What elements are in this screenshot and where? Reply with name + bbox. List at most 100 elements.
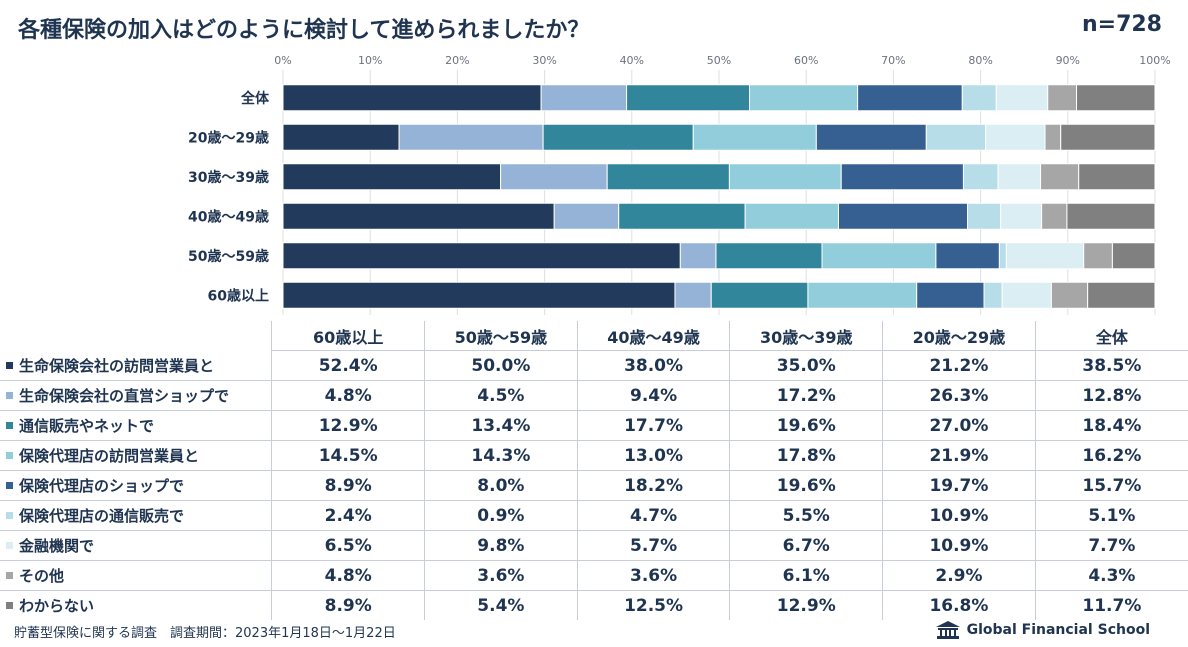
table-cell: 6.5%: [271, 530, 425, 561]
legend-swatch: [6, 452, 13, 459]
bar-segment: [925, 123, 987, 151]
legend-swatch: [6, 572, 13, 579]
row-label: わからない: [0, 591, 272, 621]
category-label: 全体: [240, 90, 270, 107]
column-header: 50歳～59歳: [424, 321, 578, 351]
table-cell: 35.0%: [729, 350, 883, 381]
category-label: 40歳～49歳: [188, 208, 269, 225]
bar-segment: [1000, 202, 1043, 230]
table-cell: 7.7%: [1034, 530, 1188, 561]
bar-segment: [1047, 84, 1078, 112]
bar-segment: [749, 84, 859, 112]
bar-segment: [967, 202, 1002, 230]
table-cell: 10.9%: [882, 500, 1036, 531]
bar-segment: [282, 123, 400, 151]
bar-segment: [542, 123, 694, 151]
table-cell: 5.5%: [729, 500, 883, 531]
table-cell: 8.0%: [424, 470, 578, 501]
x-tick-label: 10%: [358, 54, 382, 67]
bar-segment: [1005, 242, 1085, 270]
bar-segment: [1076, 84, 1156, 112]
bar-segment: [985, 123, 1046, 151]
table-cell: 19.6%: [729, 470, 883, 501]
bar-segment: [715, 242, 823, 270]
gfs-logo-icon: [935, 621, 960, 639]
x-tick-label: 60%: [794, 54, 818, 67]
chart-title: 各種保険の加入はどのように検討して進められましたか？: [18, 18, 590, 43]
table-cell: 0.9%: [424, 500, 578, 531]
table-cell: 12.9%: [271, 410, 425, 441]
table-cell: 4.5%: [424, 380, 578, 411]
x-tick-label: 70%: [881, 54, 905, 67]
table-cell: 21.9%: [882, 440, 1036, 471]
row-label: 通信販売やネットで: [0, 410, 272, 441]
table-row: 保険代理店のショップで 8.9% 8.0% 18.2% 19.6% 19.7% 15.7%: [0, 470, 1188, 501]
row-label: 保険代理店のショップで: [0, 470, 272, 501]
table-cell: 19.7%: [882, 470, 1036, 501]
brand-name: Global Financial School: [966, 622, 1150, 638]
table-cell: 4.3%: [1034, 560, 1188, 591]
x-tick-label: 40%: [620, 54, 644, 67]
data-table: 60歳以上 50歳～59歳 40歳～49歳 30歳～39歳 20歳～29歳 全体 生命保険…: [0, 321, 1188, 620]
x-tick-label: 20%: [445, 54, 469, 67]
bar-segment: [962, 163, 999, 191]
bar-segment: [679, 242, 717, 270]
stacked-bar-chart: 0% 10% 20% 30% 40% 50% 60% 70% 80% 90% 100% 全体 20歳～2…: [188, 54, 1171, 315]
row-label: 金融機関で: [0, 530, 272, 561]
table-cell: 52.4%: [271, 350, 425, 381]
bar-segment: [710, 281, 809, 309]
category-label: 30歳～39歳: [188, 169, 269, 186]
table-cell: 3.6%: [576, 560, 730, 591]
bar-segment: [998, 242, 1007, 270]
bar-segment: [398, 123, 544, 151]
table-cell: 12.9%: [729, 590, 883, 620]
table-cell: 38.5%: [1034, 350, 1188, 381]
bar-segment: [618, 202, 746, 230]
bar-segment: [857, 84, 963, 112]
row-label-text: 金融機関で: [19, 537, 95, 555]
table-cell: 12.8%: [1034, 380, 1188, 411]
column-header: 40歳～49歳: [576, 321, 730, 351]
bar-segment: [983, 281, 1003, 309]
bar-segment: [935, 242, 1000, 270]
bar-segment: [692, 123, 817, 151]
table-corner: [0, 321, 272, 351]
table-cell: 17.8%: [729, 440, 883, 471]
table-cell: 27.0%: [882, 410, 1036, 441]
table-row: 金融機関で 6.5% 9.8% 5.7% 6.7% 10.9% 7.7%: [0, 530, 1188, 561]
table-cell: 5.1%: [1034, 500, 1188, 531]
x-tick-label: 0%: [274, 54, 291, 67]
bar-segment: [821, 242, 937, 270]
x-tick-label: 50%: [707, 54, 731, 67]
column-header: 60歳以上: [271, 321, 425, 351]
bar-segment: [1050, 281, 1089, 309]
bar-segment: [1087, 281, 1156, 309]
bar-segment: [282, 242, 681, 270]
bar-segment: [626, 84, 751, 112]
legend-swatch: [6, 542, 13, 549]
table-cell: 6.1%: [729, 560, 883, 591]
table-cell: 8.9%: [271, 470, 425, 501]
bar-segment: [1044, 123, 1062, 151]
bar-segment: [997, 163, 1042, 191]
table-row: その他 4.8% 3.6% 3.6% 6.1% 2.9% 4.3%: [0, 560, 1188, 591]
legend-swatch: [6, 392, 13, 399]
brand: Global Financial School: [935, 620, 1150, 640]
bar-segment: [807, 281, 918, 309]
table-row: わからない 8.9% 5.4% 12.5% 12.9% 16.8% 11.7%: [0, 590, 1188, 621]
title-bar: 各種保険の加入はどのように検討して進められましたか？ n=728: [0, 0, 1188, 56]
table-cell: 50.0%: [424, 350, 578, 381]
x-tick-label: 100%: [1139, 54, 1170, 67]
bar-segment: [1040, 163, 1080, 191]
table-cell: 17.2%: [729, 380, 883, 411]
table-row: 生命保険会社の訪問営業員と 52.4% 50.0% 38.0% 35.0% 21.2% 38…: [0, 350, 1188, 381]
table-cell: 13.4%: [424, 410, 578, 441]
table-cell: 18.2%: [576, 470, 730, 501]
table-row: 保険代理店の通信販売で 2.4% 0.9% 4.7% 5.5% 10.9% 5.1%: [0, 500, 1188, 531]
table-cell: 8.9%: [271, 590, 425, 620]
row-label-text: 生命保険会社の直営ショップで: [19, 387, 230, 405]
bar-segment: [282, 84, 542, 112]
column-header: 全体: [1034, 321, 1188, 351]
table-row: 通信販売やネットで 12.9% 13.4% 17.7% 19.6% 27.0% 18.4%: [0, 410, 1188, 441]
bar-segment: [282, 281, 676, 309]
